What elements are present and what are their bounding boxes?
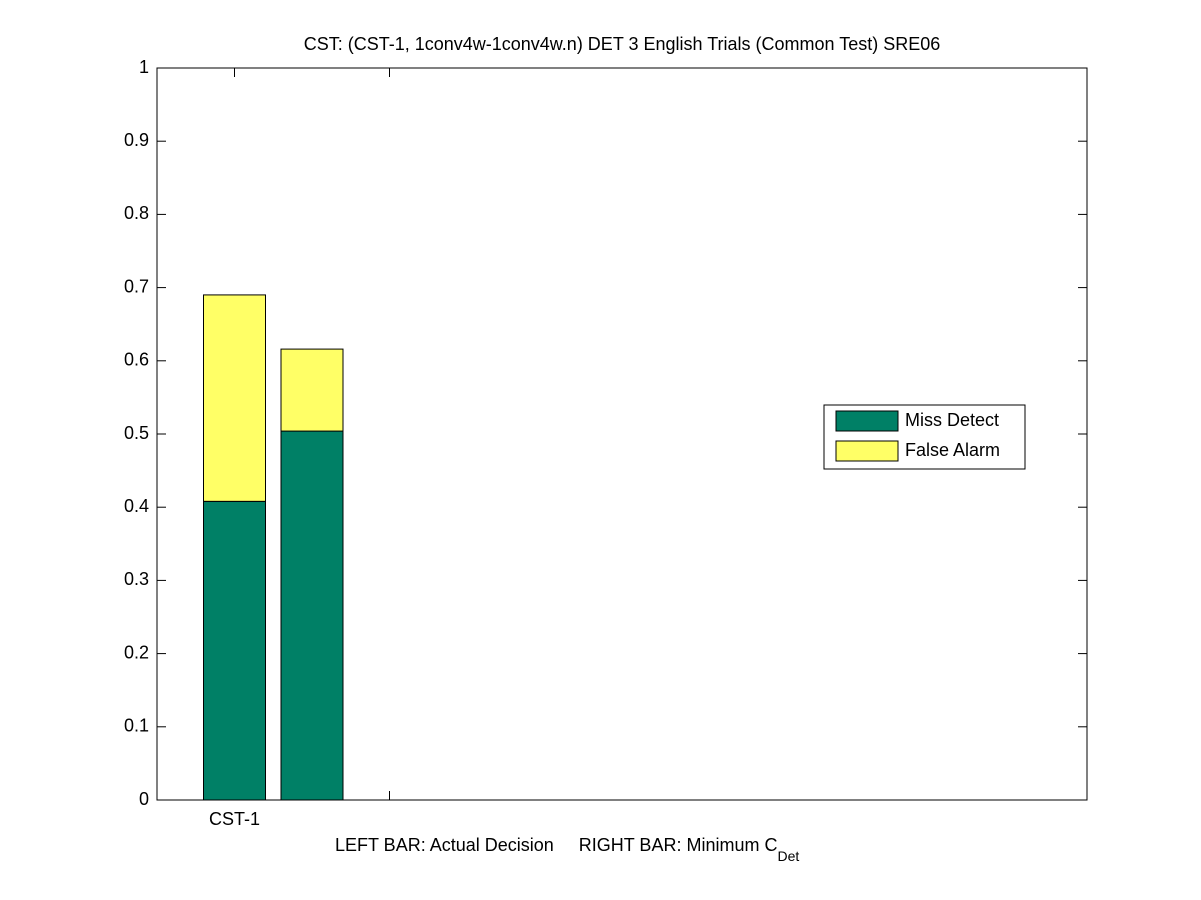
y-tick-label: 0.6 (124, 350, 149, 370)
bar-segment (203, 500, 266, 801)
y-tick-label: 0.7 (124, 276, 149, 296)
bar-segment (280, 430, 344, 801)
x-tick-label: CST-1 (209, 809, 260, 829)
y-tick-label: 0.9 (124, 130, 149, 150)
x-axis-label-subscript: Det (777, 848, 799, 864)
y-tick-label: 1 (139, 57, 149, 77)
x-axis-label-main: LEFT BAR: Actual Decision RIGHT BAR: Min… (335, 835, 777, 855)
y-tick-label: 0 (139, 789, 149, 809)
bar-segment (280, 348, 344, 432)
chart-title: CST: (CST-1, 1conv4w-1conv4w.n) DET 3 En… (304, 34, 941, 54)
legend-label: Miss Detect (905, 410, 999, 430)
legend-swatch (835, 410, 899, 432)
y-tick-label: 0.8 (124, 203, 149, 223)
y-tick-label: 0.2 (124, 642, 149, 662)
x-axis-label: LEFT BAR: Actual Decision RIGHT BAR: Min… (335, 835, 799, 864)
y-tick-label: 0.3 (124, 569, 149, 589)
legend-swatch (835, 440, 899, 462)
plot-frame (156, 67, 1088, 801)
legend-label: False Alarm (905, 440, 1000, 460)
y-tick-label: 0.1 (124, 716, 149, 736)
bar-segment (203, 294, 266, 502)
y-tick-label: 0.4 (124, 496, 149, 516)
y-tick-label: 0.5 (124, 423, 149, 443)
